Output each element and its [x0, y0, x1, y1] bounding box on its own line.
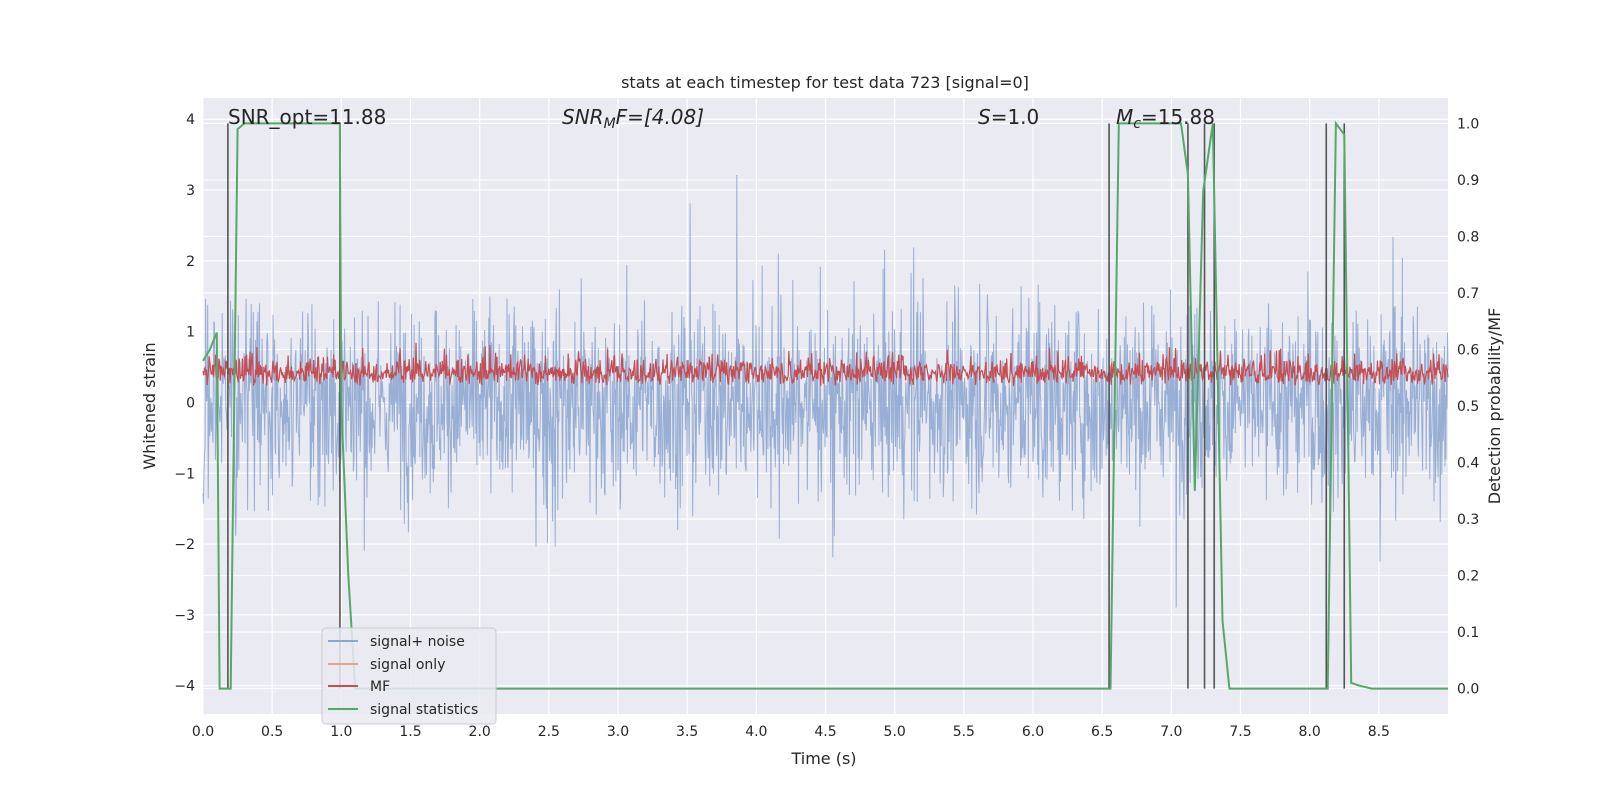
x-tick-label: 7.0	[1160, 724, 1182, 740]
x-tick-label: 8.0	[1299, 724, 1321, 740]
y-tick-label-right: 0.7	[1457, 286, 1479, 302]
annotation-s: S=1.0	[978, 105, 1039, 129]
x-tick-label: 8.5	[1368, 724, 1390, 740]
x-tick-label: 3.5	[676, 724, 698, 740]
x-tick-label: 3.0	[607, 724, 629, 740]
mf-trace	[202, 342, 1449, 386]
annotation-snr-mf: SNRMF=[4.08]	[562, 105, 704, 132]
chart-title: stats at each timestep for test data 723…	[621, 73, 1029, 92]
y-tick-label-left: 0	[186, 395, 195, 411]
legend-label-signal-only: signal only	[370, 657, 445, 673]
legend-label-stats: signal statistics	[370, 702, 478, 718]
noise-series	[202, 174, 1449, 608]
x-tick-label: 5.0	[884, 724, 906, 740]
annotation-snr-opt: SNR_opt=11.88	[228, 105, 386, 129]
x-tick-label: 6.0	[1022, 724, 1044, 740]
y-tick-label-left: −2	[174, 537, 195, 553]
y-tick-label-left: 2	[186, 254, 195, 270]
y-tick-label-right: 0.6	[1457, 342, 1479, 358]
x-tick-label: 7.5	[1229, 724, 1251, 740]
legend-label-mf: MF	[370, 679, 390, 695]
y-tick-label-left: −1	[174, 466, 195, 482]
x-tick-label: 1.0	[330, 724, 352, 740]
y-tick-label-right: 0.0	[1457, 682, 1479, 698]
y-axis-label-right: Detection probability/MF	[1485, 308, 1504, 505]
y-tick-label-left: −3	[174, 608, 195, 624]
y-tick-label-right: 0.3	[1457, 512, 1479, 528]
y-tick-label-right: 0.2	[1457, 569, 1479, 585]
mf-series	[202, 342, 1449, 386]
legend-label-noise: signal+ noise	[370, 634, 465, 650]
y-tick-label-right: 0.5	[1457, 399, 1479, 415]
y-tick-label-right: 1.0	[1457, 116, 1479, 132]
y-axis-label-left: Whitened strain	[140, 342, 159, 469]
x-tick-label: 5.5	[953, 724, 975, 740]
y-tick-label-left: −4	[174, 679, 195, 695]
y-tick-label-right: 0.1	[1457, 625, 1479, 641]
legend-box	[321, 627, 497, 725]
y-tick-label-right: 0.8	[1457, 229, 1479, 245]
y-tick-label-left: 3	[186, 183, 195, 199]
detection-vlines	[227, 123, 1346, 689]
x-tick-label: 2.5	[538, 724, 560, 740]
stats-series	[202, 120, 1448, 690]
noise-trace	[202, 174, 1449, 608]
x-tick-label: 6.5	[1091, 724, 1113, 740]
x-axis-label: Time (s)	[790, 749, 856, 768]
y-tick-label-left: 4	[186, 112, 195, 128]
stats-line	[202, 120, 1448, 690]
annotation-mc: Mc=15.88	[1116, 105, 1215, 132]
x-tick-label: 1.5	[399, 724, 421, 740]
tick-labels: 0.0 0.5 1.0 1.5 2.0 2.5 3.0 3.5 4.0 4.5 5.0 5.5 6.0 6…	[174, 112, 1479, 740]
x-tick-label: 4.0	[745, 724, 767, 740]
x-tick-label: 4.5	[814, 724, 836, 740]
y-tick-label-left: 1	[186, 325, 195, 341]
y-tick-label-right: 0.9	[1457, 173, 1479, 189]
x-tick-label: 0.5	[261, 724, 283, 740]
y-tick-label-right: 0.4	[1457, 456, 1479, 472]
x-tick-label: 0.0	[192, 724, 214, 740]
x-tick-label: 2.0	[469, 724, 491, 740]
legend: signal+ noise signal only MF signal stat…	[321, 627, 497, 725]
